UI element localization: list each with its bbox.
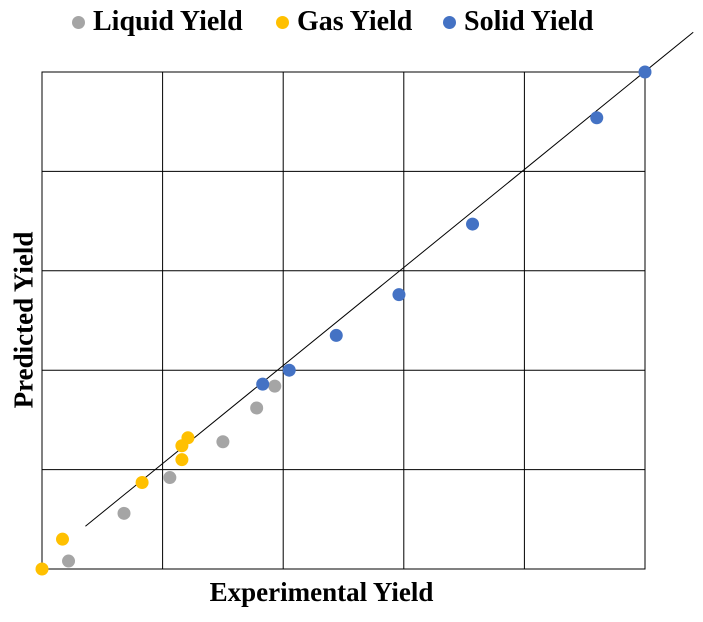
y-axis-label-wrap: Predicted Yield	[4, 170, 44, 470]
data-point-gas	[35, 562, 49, 576]
data-point-gas	[56, 532, 70, 546]
legend-label-solid: Solid Yield	[464, 6, 594, 37]
data-point-solid	[590, 111, 604, 125]
data-point-solid	[392, 288, 406, 302]
legend-marker-liquid	[72, 15, 85, 29]
legend-item-solid: Solid Yield	[443, 4, 593, 40]
x-axis-label: Experimental Yield	[209, 577, 434, 607]
data-point-gas	[181, 431, 195, 445]
data-point-solid	[466, 217, 480, 231]
legend-label-liquid: Liquid Yield	[93, 6, 243, 37]
plot-grid	[41, 71, 646, 570]
legend-item-gas: Gas Yield	[276, 4, 412, 40]
data-point-solid	[282, 363, 296, 377]
data-point-liquid	[216, 435, 230, 449]
data-point-liquid	[268, 379, 282, 393]
legend-marker-solid	[443, 15, 456, 29]
data-point-gas	[175, 453, 189, 467]
chart-legend: Liquid Yield Gas Yield Solid Yield	[0, 4, 703, 40]
data-point-liquid	[250, 401, 264, 415]
data-point-liquid	[117, 506, 131, 520]
data-point-solid	[256, 377, 270, 391]
legend-label-gas: Gas Yield	[297, 6, 413, 37]
data-point-liquid	[163, 471, 177, 485]
legend-marker-gas	[276, 15, 289, 29]
reference-line-group	[85, 31, 694, 527]
data-points	[35, 65, 652, 576]
y-axis-label: Predicted Yield	[8, 231, 39, 409]
reference-line	[85, 31, 694, 527]
data-point-solid	[638, 65, 652, 79]
plot-area-border	[41, 71, 646, 570]
legend-item-liquid: Liquid Yield	[72, 4, 243, 40]
data-point-solid	[329, 328, 343, 342]
data-point-gas	[135, 476, 149, 490]
data-point-liquid	[62, 554, 76, 568]
